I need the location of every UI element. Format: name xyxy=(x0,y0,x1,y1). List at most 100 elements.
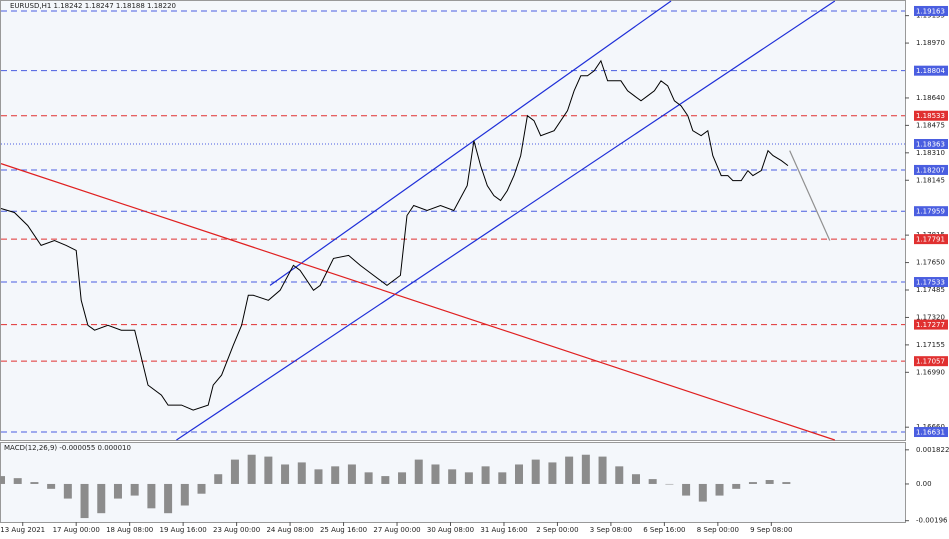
trend-line xyxy=(789,150,831,241)
macd-bar xyxy=(80,483,89,519)
x-tick-label: 13 Aug 2021 xyxy=(0,526,45,534)
macd-bar xyxy=(264,456,273,484)
macd-bar xyxy=(347,464,356,484)
macd-bar xyxy=(615,466,624,484)
trend-line xyxy=(269,0,672,286)
x-tick-label: 27 Aug 00:00 xyxy=(373,526,420,534)
macd-bar xyxy=(398,472,407,484)
x-tick-label: 9 Sep 08:00 xyxy=(750,526,792,534)
macd-bar xyxy=(180,483,189,506)
x-tick-label: 18 Aug 08:00 xyxy=(106,526,153,534)
macd-bar xyxy=(765,480,774,484)
y-tick-label: 1.18475 xyxy=(916,121,945,129)
y-tick-label: 1.17485 xyxy=(916,286,945,294)
y-tick-label: 1.17155 xyxy=(916,341,945,349)
y-tick-label: 1.18640 xyxy=(916,94,945,102)
macd-bar xyxy=(0,476,5,484)
level-label: 1.17277 xyxy=(916,321,945,329)
level-label-box xyxy=(914,427,948,438)
macd-bar xyxy=(230,459,239,484)
macd-bar xyxy=(682,483,691,496)
macd-bar xyxy=(565,456,574,484)
x-tick-label: 31 Aug 16:00 xyxy=(480,526,527,534)
level-label-box xyxy=(914,277,948,288)
level-label: 1.18533 xyxy=(916,112,945,120)
macd-bar xyxy=(63,483,72,499)
macd-bar xyxy=(97,483,106,514)
level-label: 1.16631 xyxy=(916,429,945,437)
macd-bar xyxy=(515,464,524,484)
macd-bar xyxy=(448,469,457,484)
level-label: 1.19163 xyxy=(916,7,945,15)
level-label: 1.17057 xyxy=(916,358,945,366)
macd-bar xyxy=(331,466,340,484)
trend-line xyxy=(0,163,836,441)
y-tick-label: 1.18310 xyxy=(916,149,945,157)
level-label-box xyxy=(914,65,948,76)
level-label: 1.17533 xyxy=(916,279,945,287)
level-label: 1.17959 xyxy=(916,208,945,216)
price-title: EURUSD,H1 1.18242 1.18247 1.18188 1.1822… xyxy=(10,2,176,10)
macd-bar xyxy=(581,454,590,484)
y-tick-label: -0.00196 xyxy=(916,517,948,525)
level-label-box xyxy=(914,164,948,175)
macd-bar xyxy=(648,479,657,484)
x-tick-label: 2 Sep 00:00 xyxy=(536,526,578,534)
macd-bar xyxy=(464,472,473,484)
x-tick-label: 24 Aug 08:00 xyxy=(266,526,313,534)
level-label: 1.18207 xyxy=(916,166,945,174)
macd-bar xyxy=(147,483,156,509)
macd-bar xyxy=(548,462,557,484)
macd-bar xyxy=(481,466,490,484)
level-label-box xyxy=(914,5,948,16)
macd-bar xyxy=(631,474,640,484)
x-tick-label: 3 Sep 08:00 xyxy=(590,526,632,534)
macd-bar xyxy=(698,483,707,502)
y-tick-label: 1.16990 xyxy=(916,368,945,376)
macd-bar xyxy=(782,482,791,484)
level-label-box xyxy=(914,319,948,330)
macd-bar xyxy=(47,483,56,489)
macd-bar xyxy=(715,483,724,496)
macd-bar xyxy=(431,464,440,484)
macd-bar xyxy=(665,483,674,485)
x-tick-label: 23 Aug 00:00 xyxy=(213,526,260,534)
level-label-box xyxy=(914,234,948,245)
level-label-box xyxy=(914,206,948,217)
macd-bar xyxy=(197,483,206,494)
y-tick-label: 1.18970 xyxy=(916,39,945,47)
price-panel xyxy=(0,0,906,441)
x-tick-label: 6 Sep 16:00 xyxy=(643,526,685,534)
macd-bar xyxy=(381,476,390,484)
macd-bar xyxy=(281,464,290,484)
x-tick-label: 8 Sep 00:00 xyxy=(697,526,739,534)
y-tick-label: 1.17320 xyxy=(916,313,945,321)
macd-bar xyxy=(164,483,173,514)
macd-title: MACD(12,26,9) -0.000055 0.000010 xyxy=(4,444,131,452)
x-tick-label: 25 Aug 16:00 xyxy=(320,526,367,534)
macd-bar xyxy=(531,459,540,484)
macd-bar xyxy=(130,483,139,496)
y-tick-label: 1.17650 xyxy=(916,259,945,267)
macd-bar xyxy=(414,459,423,484)
macd-bar xyxy=(732,483,741,489)
y-tick-label: 0.001822 xyxy=(916,446,949,454)
x-tick-label: 19 Aug 16:00 xyxy=(160,526,207,534)
price-line xyxy=(0,59,789,411)
y-tick-label: 1.18145 xyxy=(916,176,945,184)
macd-bar xyxy=(13,478,22,484)
macd-bar xyxy=(314,469,323,484)
x-tick-label: 30 Aug 08:00 xyxy=(427,526,474,534)
level-label-box xyxy=(914,110,948,121)
x-tick-label: 17 Aug 00:00 xyxy=(53,526,100,534)
macd-bar xyxy=(113,483,122,499)
y-tick-label: 0.00 xyxy=(916,480,932,488)
macd-bar xyxy=(214,474,223,484)
macd-bar xyxy=(297,462,306,484)
level-label: 1.18363 xyxy=(916,141,945,149)
macd-bar xyxy=(364,472,373,484)
macd-bar xyxy=(30,482,39,484)
level-label: 1.18804 xyxy=(916,67,945,75)
level-label-box xyxy=(914,356,948,367)
